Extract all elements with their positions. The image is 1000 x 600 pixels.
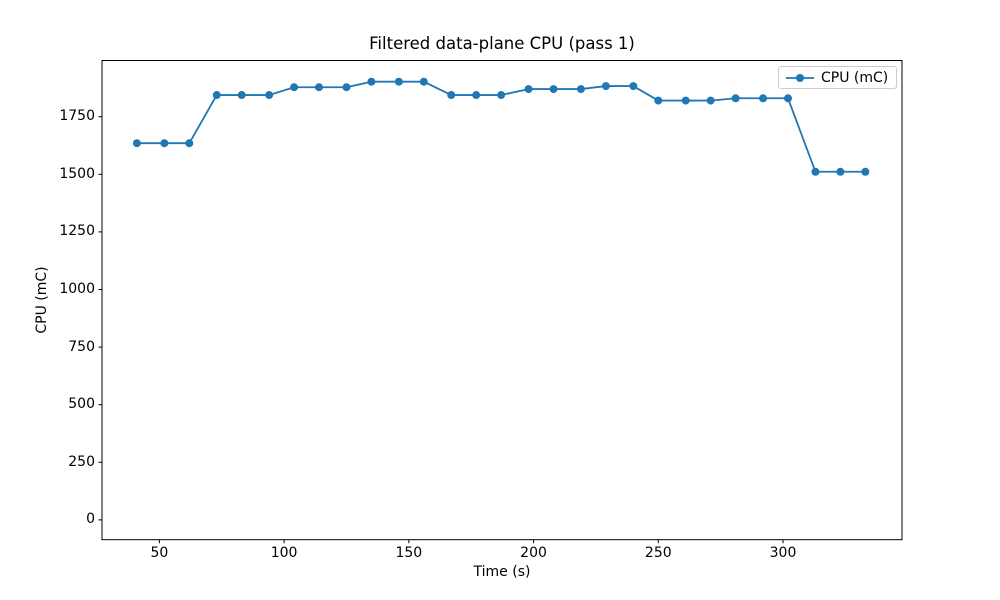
legend-marker-icon (796, 73, 804, 82)
data-point (759, 94, 768, 103)
x-tick-label: 100 (270, 545, 298, 561)
data-point (524, 85, 533, 94)
data-point (731, 94, 740, 103)
x-tick-label: 300 (769, 545, 797, 561)
y-tick-label: 0 (86, 511, 95, 528)
data-point (160, 139, 169, 148)
data-point (549, 85, 558, 94)
data-point (185, 139, 194, 148)
data-point (654, 96, 663, 105)
x-tick-label: 150 (395, 545, 423, 561)
y-tick-label: 1000 (59, 281, 95, 297)
x-tick-label: 200 (520, 545, 547, 561)
y-tick-label: 1250 (59, 223, 95, 240)
data-point (419, 77, 428, 86)
data-point (706, 96, 715, 105)
data-point (290, 83, 299, 92)
x-tick-label: 250 (644, 545, 672, 561)
legend-line-sample (786, 73, 814, 82)
data-point (783, 94, 792, 103)
data-point (629, 82, 638, 91)
data-point (342, 83, 351, 92)
x-axis-label: Time (s) (473, 564, 531, 580)
data-point (367, 77, 376, 86)
x-tick-label: 50 (150, 545, 169, 561)
data-point (237, 91, 246, 100)
legend-entry-label: CPU (mC) (821, 69, 889, 86)
data-point (394, 77, 403, 86)
y-tick-label: 1500 (59, 165, 95, 182)
data-point (472, 91, 481, 100)
data-point (601, 82, 610, 91)
data-point (681, 96, 690, 105)
plot-border (101, 60, 903, 541)
y-tick-label: 1750 (59, 108, 95, 125)
y-axis-label: CPU (mC) (34, 266, 50, 334)
data-point (212, 91, 221, 100)
data-point (861, 167, 870, 176)
data-point (265, 91, 274, 100)
chart-title: Filtered data-plane CPU (pass 1) (369, 34, 635, 53)
y-tick-label: 250 (68, 453, 95, 470)
data-point (576, 85, 585, 94)
data-point (811, 167, 820, 176)
legend: CPU (mC) (778, 66, 898, 89)
data-point (447, 91, 456, 100)
data-point (497, 91, 506, 100)
data-point (315, 83, 324, 92)
data-point (836, 167, 845, 176)
y-tick-label: 750 (68, 338, 95, 355)
y-tick-label: 500 (68, 396, 95, 413)
data-point (132, 139, 141, 148)
